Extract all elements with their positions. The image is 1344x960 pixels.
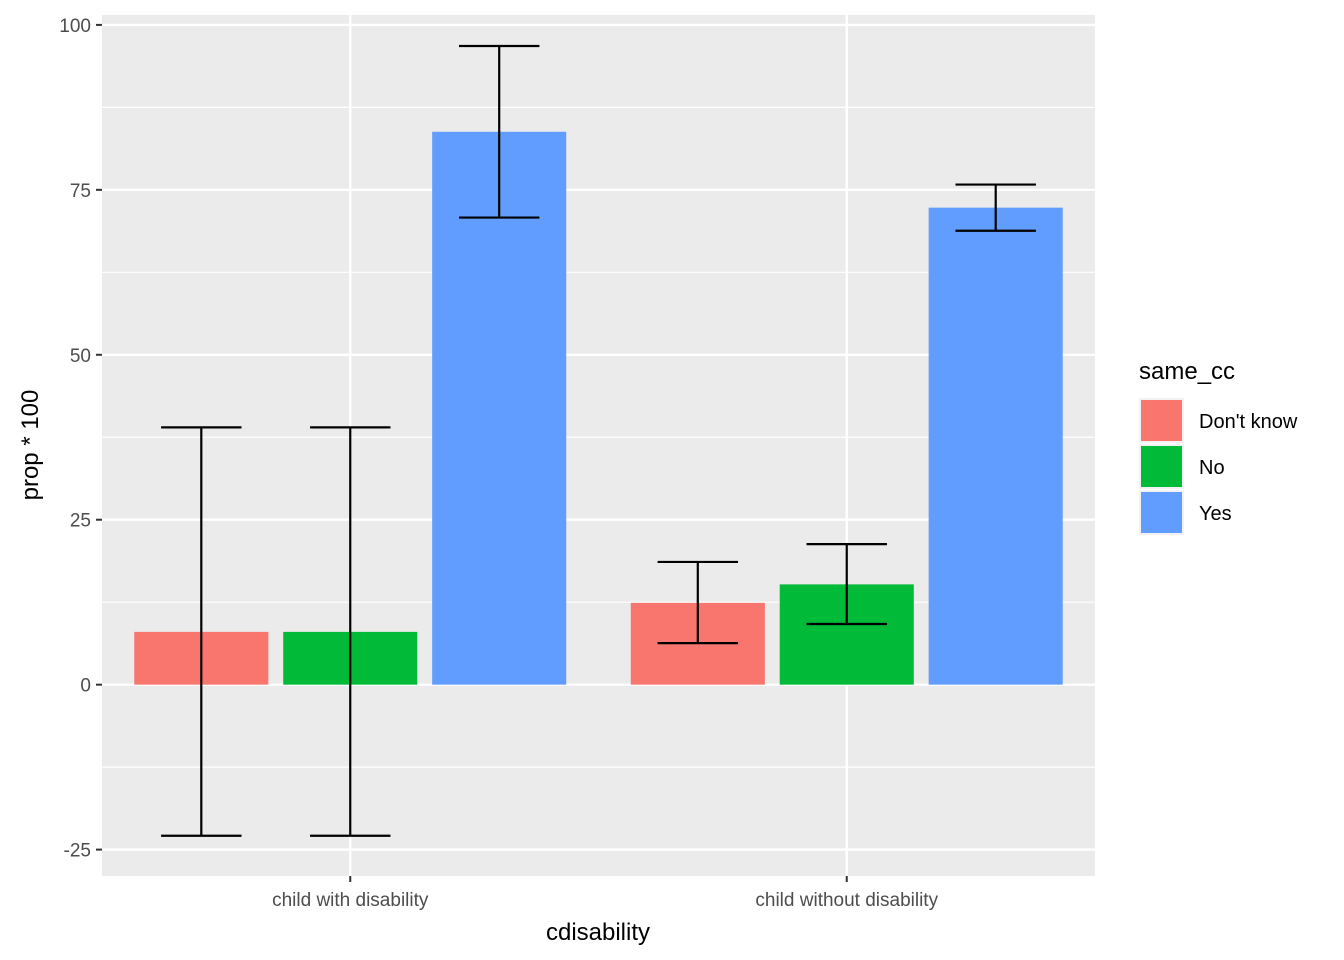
x-axis-title: cdisability [546, 919, 650, 946]
x-axis: child with disability child without disab… [272, 876, 939, 911]
y-axis: -25 0 25 50 75 100 [59, 16, 102, 862]
y-tick-label: -25 [64, 841, 91, 862]
bar [432, 131, 567, 685]
legend-swatch [1141, 492, 1182, 533]
x-tick-label: child without disability [755, 890, 938, 911]
legend-swatch [1141, 446, 1182, 487]
legend-swatch [1141, 400, 1182, 441]
y-tick-label: 100 [59, 16, 91, 37]
legend-label: Don't know [1199, 411, 1298, 433]
y-tick-label: 0 [80, 676, 91, 697]
legend-label: No [1199, 457, 1225, 479]
legend: same_cc Don't know No Yes [1139, 358, 1298, 535]
legend-title: same_cc [1139, 358, 1235, 385]
error-bars [161, 44, 1036, 837]
y-tick-label: 75 [70, 181, 91, 202]
x-tick-label: child with disability [272, 890, 429, 911]
legend-label: Yes [1199, 503, 1232, 525]
y-axis-title: prop * 100 [17, 390, 44, 501]
bars [134, 131, 1063, 685]
y-tick-label: 25 [70, 511, 91, 532]
bar [928, 207, 1063, 685]
y-tick-label: 50 [70, 346, 91, 367]
